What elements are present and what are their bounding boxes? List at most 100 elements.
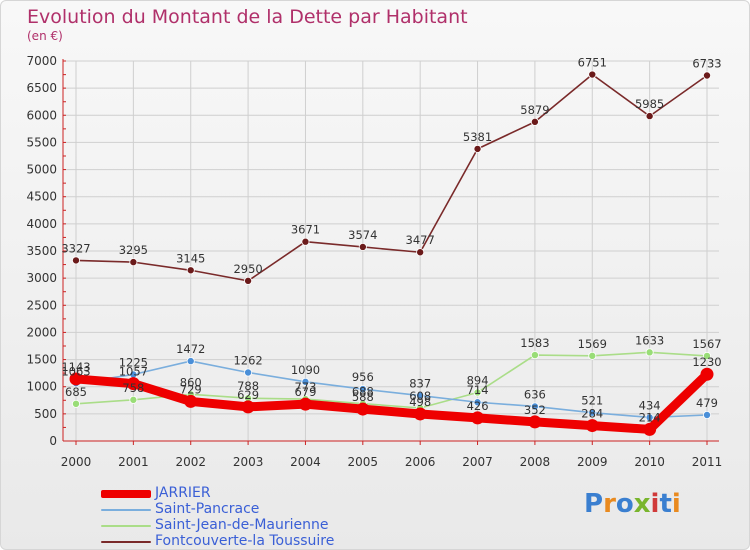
data-label-fontcouverte-la-toussuire: 3671 [291,223,320,237]
data-point-jarrier [126,377,140,391]
data-labels: 685 758 860 788 773 688 608 894 1583 1569 1633 1567… [61,56,721,425]
data-point-fontcouverte-la-toussuire [645,112,654,121]
y-tick-label: 6000 [26,108,57,122]
x-tick-label: 2002 [175,455,206,469]
data-label-saint-pancrace: 479 [696,396,718,410]
data-label-fontcouverte-la-toussuire: 5879 [520,103,549,117]
y-tick-label: 2000 [26,325,57,339]
data-label-fontcouverte-la-toussuire: 3145 [176,251,205,265]
x-tick-label: 2004 [290,455,321,469]
data-label-fontcouverte-la-toussuire: 3327 [61,241,90,255]
data-label-fontcouverte-la-toussuire: 6733 [692,56,721,70]
data-point-jarrier [241,400,255,414]
data-point-fontcouverte-la-toussuire [358,242,367,251]
data-point-fontcouverte-la-toussuire [186,266,195,275]
y-tick-label: 2500 [26,298,57,312]
data-point-jarrier [69,372,83,386]
data-point-saint-pancrace [645,413,654,422]
x-tick-label: 2003 [233,455,264,469]
data-point-saint-jean-de-maurienne [588,351,597,360]
data-point-fontcouverte-la-toussuire [301,237,310,246]
logo-letter: o [615,489,634,519]
data-point-jarrier [184,394,198,408]
y-tick-label: 3500 [26,244,57,258]
data-label-jarrier: 498 [409,395,431,409]
data-label-saint-pancrace: 837 [409,377,431,391]
data-point-saint-jean-de-maurienne [129,395,138,404]
logo-letter: i [671,489,681,519]
data-label-fontcouverte-la-toussuire: 2950 [233,262,262,276]
data-label-saint-pancrace: 1090 [291,363,320,377]
y-tick-label: 1000 [26,380,57,394]
data-label-saint-pancrace: 434 [639,398,661,412]
x-tick-label: 2006 [405,455,436,469]
data-label-saint-jean-de-maurienne: 894 [467,373,489,387]
data-label-saint-pancrace: 636 [524,387,546,401]
data-point-jarrier [471,411,485,425]
data-point-saint-pancrace [703,410,712,419]
data-label-fontcouverte-la-toussuire: 3574 [348,228,377,242]
data-label-saint-jean-de-maurienne: 608 [409,389,431,403]
data-label-saint-jean-de-maurienne: 1567 [692,337,721,351]
legend-item-saint-jean-de-maurienne: Saint-Jean-de-Maurienne [101,517,421,534]
logo-letter: t [659,489,672,519]
data-label-saint-pancrace: 1063 [61,364,90,378]
data-label-jarrier: 1057 [119,365,148,379]
y-tick-label: 7000 [26,54,57,68]
y-tick-label: 6500 [26,81,57,95]
chart-title: Evolution du Montant de la Dette par Hab… [27,6,468,28]
legend-swatch [101,525,151,527]
legend-swatch [101,490,151,498]
y-tick-label: 4000 [26,217,57,231]
data-label-jarrier: 284 [581,407,603,421]
data-point-saint-jean-de-maurienne [72,399,81,408]
data-label-fontcouverte-la-toussuire: 3477 [406,233,435,247]
proxiti-logo: Proxiti [584,489,681,519]
data-point-jarrier [585,419,599,433]
legend-item-jarrier: JARRIER [101,485,421,502]
data-label-jarrier: 588 [352,390,374,404]
data-label-jarrier: 729 [180,382,202,396]
data-label-saint-jean-de-maurienne: 685 [65,385,87,399]
legend-label: Saint-Pancrace [155,501,260,517]
y-tick-label: 3000 [26,271,57,285]
chart-unit: (en €) [27,29,63,43]
legend: JARRIER Saint-Pancrace Saint-Jean-de-Mau… [101,485,421,549]
legend-item-saint-pancrace: Saint-Pancrace [101,501,421,518]
x-tick-label: 2009 [577,455,608,469]
data-point-fontcouverte-la-toussuire [129,258,138,267]
data-label-saint-pancrace: 1472 [176,342,205,356]
data-label-saint-jean-de-maurienne: 1633 [635,333,664,347]
data-point-saint-jean-de-maurienne [530,351,539,360]
data-label-saint-jean-de-maurienne: 1583 [520,336,549,350]
data-label-jarrier: 1230 [692,355,721,369]
data-label-saint-jean-de-maurienne: 860 [180,375,202,389]
y-tick-label: 1500 [26,353,57,367]
data-point-fontcouverte-la-toussuire [530,117,539,126]
data-point-saint-jean-de-maurienne [645,348,654,357]
data-label-fontcouverte-la-toussuire: 6751 [578,56,607,70]
x-tick-label: 2001 [118,455,149,469]
legend-label: Fontcouverte-la Toussuire [155,533,335,549]
y-tick-label: 500 [34,407,57,421]
series-layer [69,70,714,436]
data-point-saint-pancrace [301,377,310,386]
data-label-fontcouverte-la-toussuire: 3295 [119,243,148,257]
logo-letter: x [633,489,651,519]
data-point-saint-jean-de-maurienne [703,351,712,360]
data-label-jarrier: 1143 [61,360,90,374]
y-tick-label: 5500 [26,135,57,149]
data-label-saint-jean-de-maurienne: 758 [122,381,144,395]
y-tick-label: 0 [49,434,57,448]
data-label-jarrier: 426 [467,399,489,413]
data-label-saint-pancrace: 521 [581,394,603,408]
legend-swatch [101,509,151,511]
data-point-jarrier [298,397,312,411]
data-label-saint-jean-de-maurienne: 773 [294,380,316,394]
data-point-fontcouverte-la-toussuire [703,71,712,80]
data-point-saint-pancrace [416,391,425,400]
data-label-saint-jean-de-maurienne: 788 [237,379,259,393]
data-label-saint-pancrace: 956 [352,370,374,384]
